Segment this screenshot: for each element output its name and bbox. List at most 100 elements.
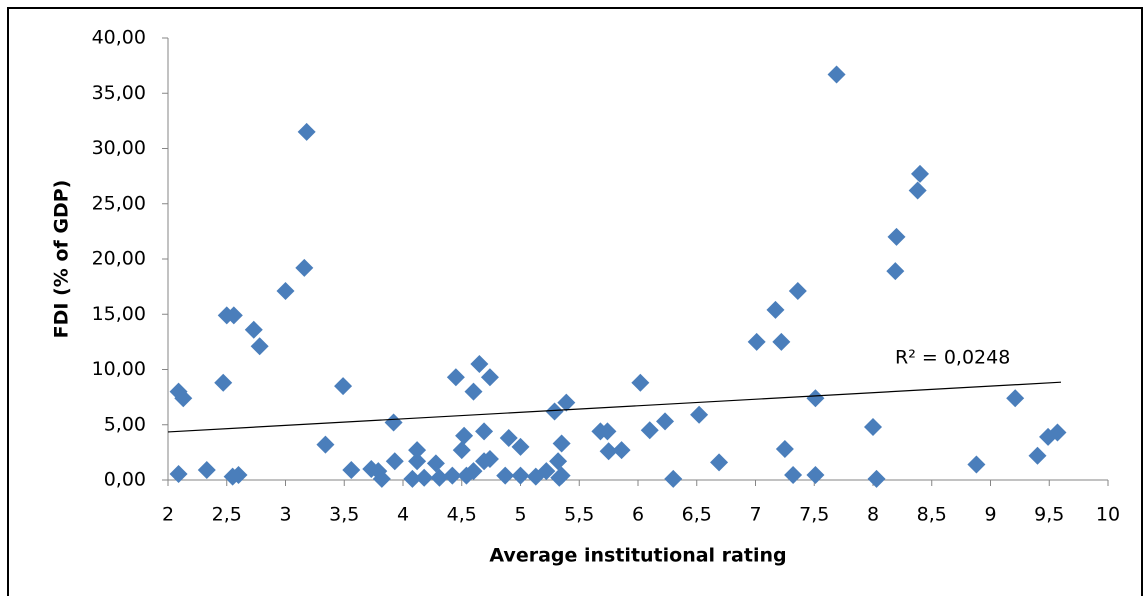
point	[766, 300, 785, 319]
point	[295, 258, 314, 277]
point	[384, 413, 403, 432]
y-tick-label: 5,00	[104, 413, 146, 435]
point	[772, 332, 791, 351]
point	[557, 393, 576, 412]
point	[908, 181, 927, 200]
point	[1048, 423, 1067, 442]
point	[827, 65, 846, 84]
point	[545, 402, 564, 421]
chart-frame	[7, 7, 1143, 596]
point	[631, 373, 650, 392]
point	[886, 262, 905, 281]
point	[480, 450, 499, 469]
point	[887, 227, 906, 246]
point	[1028, 446, 1047, 465]
point	[408, 441, 427, 460]
point	[864, 417, 882, 436]
point	[967, 455, 986, 474]
point	[415, 468, 434, 487]
point	[537, 462, 556, 481]
point	[511, 466, 530, 485]
x-tick-label: 8,5	[917, 504, 947, 526]
point	[690, 405, 709, 424]
point	[430, 468, 449, 487]
point	[612, 441, 631, 460]
point	[297, 122, 316, 141]
x-tick-label: 2,5	[212, 504, 242, 526]
point	[552, 466, 571, 485]
x-tick-label: 3	[279, 504, 291, 526]
y-tick-label: 25,00	[92, 192, 146, 214]
point	[214, 373, 233, 392]
y-tick-label: 0,00	[104, 469, 146, 491]
x-tick-label: 8	[867, 504, 879, 526]
point	[244, 320, 263, 339]
x-tick-label: 4,5	[447, 504, 477, 526]
point	[470, 354, 489, 373]
point	[511, 437, 530, 456]
point	[549, 452, 568, 471]
point	[250, 337, 269, 356]
point	[403, 469, 422, 488]
point	[197, 461, 216, 480]
point	[640, 421, 659, 440]
point	[747, 332, 766, 351]
point	[229, 466, 248, 485]
x-tick-label: 4	[397, 504, 409, 526]
x-tick-label: 2	[162, 504, 174, 526]
point	[656, 412, 675, 431]
point	[710, 453, 729, 472]
point	[385, 452, 404, 471]
point	[784, 466, 803, 485]
point	[169, 465, 188, 484]
point	[443, 466, 462, 485]
point	[867, 469, 886, 488]
point	[464, 462, 483, 481]
y-tick-label: 40,00	[92, 27, 146, 49]
x-axis-title: Average institutional rating	[489, 545, 786, 567]
x-tick-label: 5,5	[564, 504, 594, 526]
point	[775, 440, 794, 459]
x-tick-label: 6,5	[682, 504, 712, 526]
point	[806, 389, 825, 408]
point	[426, 454, 445, 473]
point	[475, 422, 494, 441]
y-tick-label: 15,00	[92, 303, 146, 325]
x-tick-label: 3,5	[329, 504, 359, 526]
x-tick-label: 10	[1096, 504, 1120, 526]
y-tick-label: 10,00	[92, 358, 146, 380]
point	[911, 164, 929, 183]
x-tick-label: 9	[984, 504, 996, 526]
point	[599, 442, 618, 461]
point	[499, 429, 518, 448]
point	[664, 469, 683, 488]
y-axis-title: FDI (% of GDP)	[51, 180, 73, 339]
point	[174, 389, 193, 408]
point	[1006, 389, 1025, 408]
point	[480, 368, 499, 387]
point	[316, 435, 335, 454]
point	[408, 452, 427, 471]
r-squared-label: R² = 0,0248	[895, 347, 1010, 369]
point	[455, 426, 474, 445]
x-tick-label: 5	[514, 504, 526, 526]
point	[552, 434, 571, 453]
point	[806, 466, 825, 485]
x-tick-label: 6	[632, 504, 644, 526]
y-tick-label: 20,00	[92, 248, 146, 270]
point	[334, 377, 353, 396]
point	[372, 469, 391, 488]
x-tick-label: 7,5	[799, 504, 829, 526]
point	[464, 382, 483, 401]
point	[446, 368, 465, 387]
point	[496, 466, 515, 485]
point	[342, 461, 361, 480]
trendline	[167, 381, 1062, 433]
y-tick-label: 35,00	[92, 82, 146, 104]
point	[788, 282, 807, 301]
point	[452, 441, 471, 460]
point	[224, 306, 243, 325]
y-tick-label: 30,00	[92, 137, 146, 159]
point	[598, 422, 617, 441]
